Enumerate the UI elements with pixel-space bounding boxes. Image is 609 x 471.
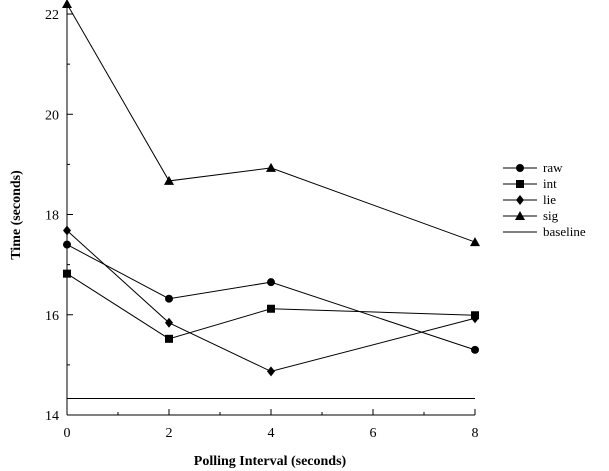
data-point-lie (165, 317, 173, 328)
y-tick-label: 14 (45, 409, 59, 424)
legend-marker-int (516, 180, 524, 188)
data-point-raw (63, 240, 71, 249)
data-point-lie (267, 366, 275, 377)
data-point-lie (471, 313, 479, 324)
y-tick-label: 20 (45, 108, 59, 123)
legend-marker-lie (516, 195, 524, 205)
data-point-sig (470, 237, 480, 247)
x-tick-label: 2 (166, 426, 173, 441)
x-tick-label: 8 (472, 426, 479, 441)
legend-marker-raw (516, 164, 524, 172)
data-point-raw (267, 278, 275, 287)
series-line-sig (66, 3, 476, 243)
data-point-sig (164, 175, 174, 185)
data-point-int (267, 304, 275, 313)
series-line-raw (66, 244, 476, 351)
data-point-raw (165, 294, 173, 303)
axes: 14 16 18 20 22 0 2 4 6 8 (45, 4, 479, 441)
x-tick-label: 0 (64, 426, 71, 441)
y-tick-label: 16 (45, 309, 59, 324)
data-point-int (165, 334, 173, 343)
series-line-int (66, 273, 476, 340)
x-tick-label: 6 (370, 426, 377, 441)
data-point-raw (471, 345, 479, 354)
y-tick-label: 18 (45, 209, 59, 224)
data-point-sig (62, 0, 72, 8)
x-axis-label: Polling Interval (seconds) (194, 454, 347, 469)
data-point-int (63, 269, 71, 278)
legend-label-raw: raw (543, 160, 563, 175)
data-point-sig (266, 162, 276, 172)
x-tick-label: 4 (268, 426, 275, 441)
y-tick-label: 22 (45, 8, 59, 23)
legend-label-baseline: baseline (543, 224, 586, 239)
data-point-lie (63, 225, 71, 236)
y-axis-label: Time (seconds) (9, 170, 24, 260)
legend-label-lie: lie (543, 192, 556, 207)
series-lines (62, 0, 480, 399)
legend-label-sig: sig (543, 208, 559, 223)
legend-label-int: int (543, 176, 557, 191)
legend-marker-sig (515, 211, 525, 220)
series-line-lie (66, 230, 476, 372)
